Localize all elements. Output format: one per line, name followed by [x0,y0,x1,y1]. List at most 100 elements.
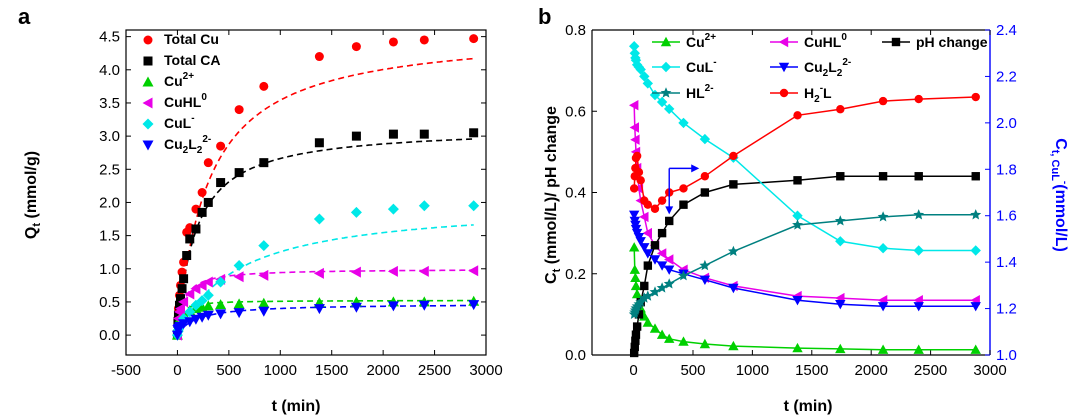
legend-marker-cuhl0 [778,36,789,48]
point-cul [468,200,480,212]
point-ph-change [729,180,738,189]
point-cu2 [630,280,642,291]
point-cuhl0 [630,134,640,145]
point-cu2l22 [639,243,650,253]
point-cu2 [792,342,803,353]
point-cuhl0 [258,269,269,281]
point-cuhl0 [350,266,361,278]
chart-b-marks [628,41,982,358]
point-hl2 [913,209,925,220]
point-h2l [650,204,660,213]
legend-label-cu2: Cu2+ [686,32,716,50]
point-cu2l22 [313,304,325,315]
point-cul [656,96,668,108]
point-cu2l22 [233,308,245,319]
point-cul [215,276,227,288]
point-total-ca [191,224,201,234]
y-right-tick-label: 1.6 [996,208,1017,225]
point-total-ca [176,294,186,304]
point-ph-change [665,216,674,226]
point-ph-change [634,310,644,319]
point-cuhl0 [184,288,195,300]
legend-label-cu2l22: Cu2L22- [164,134,211,156]
y-left-tick-label: 0.6 [565,103,586,120]
point-cul [635,64,646,75]
point-cu2l22 [350,302,362,313]
point-cu2l22 [468,300,480,311]
point-cul [699,133,711,145]
x-tick-label: 1500 [795,362,828,379]
point-ph-change [971,172,980,181]
point-total-cu [351,42,361,52]
legend-label-cul: CuL- [164,113,195,131]
point-cul [629,41,640,52]
point-hl2 [699,259,711,271]
point-cul [835,236,846,247]
point-cu2 [664,333,675,343]
point-cu2l22 [184,317,196,328]
x-tick-label: 1500 [315,362,348,379]
arrow-head-down [665,206,674,215]
point-cu2 [631,288,643,299]
point-total-ca [174,300,184,310]
y-right-tick-label: 2.2 [996,68,1017,85]
point-h2l [632,151,642,161]
chart-a-fit-curves [176,57,474,336]
x-tick-label: 2500 [914,362,947,379]
point-cu2l22 [664,265,675,275]
point-hl2 [834,215,846,226]
chart-b-legend: Cu2+ CuHL0 pH change CuL- Cu2L22- HL2- H2-L [652,32,988,105]
x-tick-label: 500 [216,362,241,379]
point-cul [792,210,803,221]
legend-label-hl2: HL2- [686,83,714,101]
point-hl2 [649,286,661,297]
point-cul [639,71,650,82]
point-cu2l22 [913,302,924,312]
point-total-ca [469,128,479,138]
chart-b-ylabel-right: Ct, CuL-(mmol/L) [1049,138,1069,252]
point-h2l [643,200,653,209]
point-cuhl0 [468,265,479,277]
x-tick-label: 2000 [366,362,399,379]
point-total-ca [179,274,189,284]
legend-label-cu2l22: Cu2L22- [804,57,851,79]
legend-label-cuhl0: CuHL0 [804,32,847,50]
point-total-cu [216,141,226,151]
point-ph-change [640,281,649,291]
y-left-tick-label: 0.4 [565,185,586,202]
legend-label-total-cu: Total Cu [164,31,219,47]
legend-label-cu2: Cu2+ [164,71,194,89]
point-cu2 [877,344,889,354]
point-cu2l22 [649,255,661,265]
point-cu2l22 [202,310,214,321]
point-cu2 [630,272,641,282]
point-cu2 [699,338,711,349]
point-total-ca [314,138,324,148]
point-cul [913,245,924,256]
point-cu2 [215,299,227,310]
chart-b-ylabel-left: Ct (mmol/L)/ pH change [543,106,563,284]
point-cuhl0 [175,303,185,315]
x-tick-label: 500 [680,362,705,379]
chart-a-plot-frame [125,29,487,356]
point-hl2 [792,219,803,230]
point-cu2l22 [418,300,430,311]
legend-label-total-ca: Total CA [164,52,221,68]
fit-curve-total-ca [176,138,474,336]
point-cuhl0 [656,248,667,259]
point-hl2 [635,296,647,307]
x-tick-label: -500 [111,362,141,379]
point-ph-change [631,336,640,345]
point-cu2 [629,242,640,252]
y-tick-label: 1.5 [99,228,120,245]
point-total-cu [203,158,213,168]
chart-a-ylabel: Qt (mmol/g) [23,151,43,239]
point-cuhl0 [633,183,644,194]
point-total-ca [197,207,207,217]
x-tick-label: 2000 [855,362,888,379]
point-total-ca [234,168,244,178]
legend-marker-cu2 [660,36,672,47]
point-hl2 [728,245,739,256]
point-total-ca [351,131,361,141]
